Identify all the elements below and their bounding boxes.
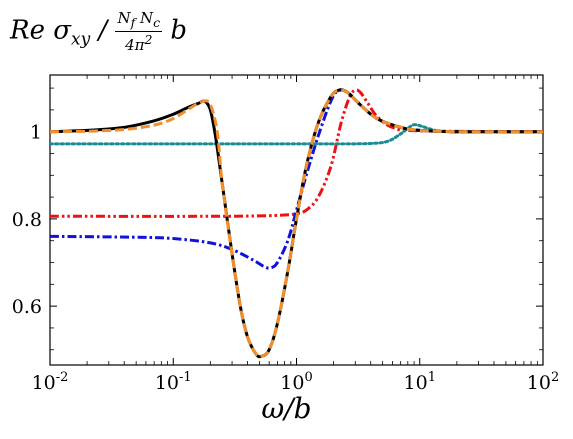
y-tick-label: 1 bbox=[30, 122, 42, 144]
series-line-dashdotdot bbox=[50, 88, 543, 218]
chart-title: Re σxy / Nf Nc 4π2 b bbox=[10, 9, 188, 54]
x-tick-label: 100 bbox=[280, 370, 312, 394]
x-tick-label: 101 bbox=[404, 370, 436, 394]
x-axis-label: ω/b bbox=[261, 392, 312, 425]
y-tick-label: 0.6 bbox=[12, 296, 42, 318]
series-line-dashed bbox=[50, 88, 543, 359]
y-tick-label: 0.8 bbox=[12, 209, 42, 231]
x-tick-label: 10-1 bbox=[155, 370, 192, 394]
x-tick-label: 10-2 bbox=[32, 370, 69, 394]
series-line-dashdot bbox=[50, 88, 543, 270]
x-tick-label: 102 bbox=[527, 370, 559, 394]
